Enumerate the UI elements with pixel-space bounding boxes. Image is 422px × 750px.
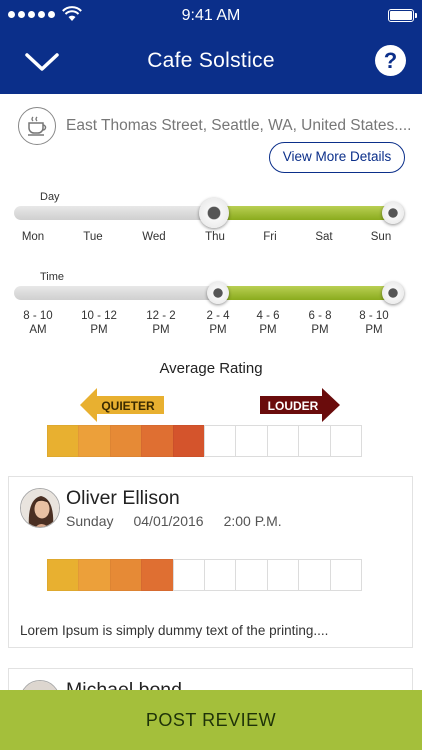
chevron-down-icon[interactable] bbox=[22, 48, 62, 76]
rating-cell-empty bbox=[266, 425, 300, 457]
signal-strength-icon bbox=[8, 11, 55, 18]
rating-cell-filled bbox=[109, 559, 143, 591]
address-text: East Thomas Street, Seattle, WA, United … bbox=[66, 117, 411, 134]
rating-cell-filled bbox=[109, 425, 143, 457]
review-date: 04/01/2016 bbox=[133, 513, 204, 529]
rating-cell-empty bbox=[298, 425, 331, 457]
rating-cell-empty bbox=[235, 559, 268, 591]
review-text: Lorem Ipsum is simply dummy text of the … bbox=[20, 623, 329, 638]
day-tick: Thu bbox=[205, 231, 225, 243]
time-tick: 2 - 4 PM bbox=[206, 310, 230, 336]
review-rating-bar bbox=[47, 559, 362, 591]
louder-label: LOUDER bbox=[268, 399, 319, 413]
time-filter-label: Time bbox=[40, 271, 65, 283]
review-card: Oliver Ellison Sunday 04/01/2016 2:00 P.M.… bbox=[8, 476, 413, 648]
day-track-unselected bbox=[14, 206, 224, 220]
time-start-handle[interactable] bbox=[207, 282, 229, 304]
day-filter-label: Day bbox=[40, 191, 60, 203]
louder-arrow: LOUDER bbox=[260, 388, 340, 422]
wifi-icon bbox=[62, 6, 82, 21]
help-icon[interactable]: ? bbox=[375, 45, 406, 76]
time-tick: 4 - 6 PM bbox=[256, 310, 280, 336]
day-tick: Sat bbox=[315, 231, 333, 243]
time-end-handle[interactable] bbox=[382, 282, 404, 304]
time-tick: 10 - 12 PM bbox=[81, 310, 117, 336]
rating-cell-empty bbox=[203, 425, 237, 457]
day-tick: Tue bbox=[83, 231, 103, 243]
page-title: Cafe Solstice bbox=[147, 49, 275, 72]
day-tick: Mon bbox=[21, 231, 45, 243]
rating-cell-filled bbox=[172, 425, 205, 457]
nav-bar: Cafe Solstice ? bbox=[0, 30, 422, 94]
rating-cell-empty bbox=[235, 425, 268, 457]
rating-cell-filled bbox=[141, 425, 174, 457]
coffee-cup-icon bbox=[18, 107, 56, 145]
day-track-selected bbox=[214, 206, 394, 220]
view-more-details-button[interactable]: View More Details bbox=[269, 142, 405, 173]
rating-cell-filled bbox=[78, 559, 111, 591]
review-time: 2:00 P.M. bbox=[223, 513, 282, 529]
avatar bbox=[20, 488, 60, 528]
rating-cell-empty bbox=[172, 559, 205, 591]
rating-cell-empty bbox=[203, 559, 237, 591]
review-day: Sunday bbox=[66, 513, 114, 529]
rating-cell-empty bbox=[329, 559, 362, 591]
rating-cell-empty bbox=[329, 425, 362, 457]
status-time: 9:41 AM bbox=[181, 7, 241, 24]
average-rating-title: Average Rating bbox=[159, 360, 263, 377]
battery-icon bbox=[388, 9, 417, 22]
rating-cell-filled bbox=[47, 559, 80, 591]
status-bar: 9:41 AM bbox=[0, 0, 422, 30]
rating-cell-empty bbox=[266, 559, 300, 591]
time-track-selected bbox=[218, 286, 394, 300]
reviewer-name: Oliver Ellison bbox=[66, 487, 180, 509]
day-tick: Sun bbox=[370, 231, 392, 243]
day-tick: Fri bbox=[263, 231, 277, 243]
day-start-handle[interactable] bbox=[199, 198, 229, 228]
day-tick: Wed bbox=[142, 231, 166, 243]
average-rating-bar bbox=[47, 425, 362, 457]
post-review-button[interactable]: POST REVIEW bbox=[0, 690, 422, 750]
rating-cell-filled bbox=[141, 559, 174, 591]
time-tick: 12 - 2 PM bbox=[146, 310, 176, 336]
time-tick: 8 - 10 AM bbox=[23, 310, 53, 336]
rating-cell-filled bbox=[78, 425, 111, 457]
quieter-label: QUIETER bbox=[101, 399, 155, 413]
review-meta: Sunday 04/01/2016 2:00 P.M. bbox=[66, 513, 302, 529]
time-track-unselected bbox=[14, 286, 228, 300]
quieter-arrow: QUIETER bbox=[80, 388, 164, 422]
time-tick: 8 - 10 PM bbox=[359, 310, 389, 336]
rating-cell-filled bbox=[47, 425, 80, 457]
rating-cell-empty bbox=[298, 559, 331, 591]
time-tick: 6 - 8 PM bbox=[308, 310, 332, 336]
day-end-handle[interactable] bbox=[382, 202, 404, 224]
